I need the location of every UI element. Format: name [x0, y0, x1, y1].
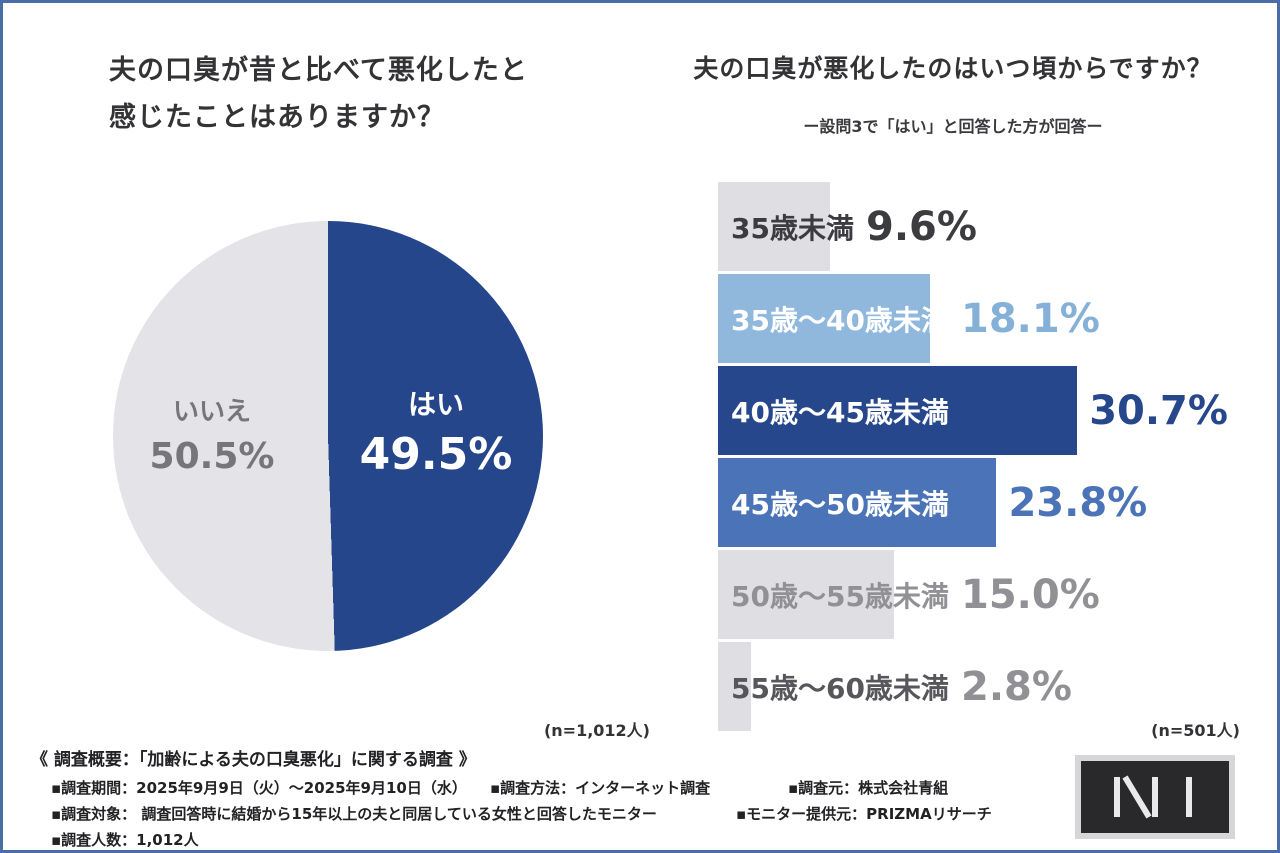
- survey-overview-heading: 《 調査概要：「加齢による夫の口臭悪化」に関する調査 》: [31, 750, 476, 770]
- bar-row: 35歳未満 9.6%: [718, 181, 1248, 273]
- company-logo: [1075, 755, 1235, 839]
- bar-value: 30.7%: [1089, 388, 1228, 434]
- bar-label: 50歳〜55歳未満: [731, 580, 949, 613]
- bar-label: 35歳未満: [731, 212, 854, 245]
- bar-row: 45歳〜50歳未満 23.8%: [718, 457, 1248, 549]
- bar-chart-title: 夫の口臭が悪化したのはいつ頃からですか？: [693, 54, 1213, 83]
- bar-value: 2.8%: [961, 664, 1072, 710]
- pie-slice-value: 49.5%: [359, 429, 513, 480]
- bar-value: 23.8%: [1008, 480, 1148, 526]
- pie-label-no: いいえ 50.5%: [127, 391, 297, 477]
- bar-chart-subtitle: ー設問3で「はい」と回答した方が回答ー: [803, 117, 1103, 136]
- pie-sample-size: (n=1,012人): [543, 721, 650, 740]
- company-logo-mark: [1081, 761, 1229, 833]
- bar: [718, 458, 997, 547]
- bar-sample-size: (n=501人): [1151, 721, 1240, 740]
- bar-chart: 35歳未満 9.6% 35歳〜40歳未満 18.1% 40歳〜45歳未満 30.…: [718, 181, 1248, 733]
- bar: [718, 182, 831, 271]
- bar-value: 18.1%: [961, 296, 1100, 342]
- pie-chart-title: 夫の口臭が昔と比べて悪化したと 感じたことはありますか？: [109, 47, 528, 141]
- bar-label: 45歳〜50歳未満: [731, 488, 949, 521]
- pie-slice-label: はい: [407, 388, 464, 421]
- survey-period: ▪調査期間：2025年9月9日（火）〜2025年9月10日（水）: [51, 779, 467, 797]
- pie-title-line-1: 夫の口臭が昔と比べて悪化したと: [109, 55, 528, 86]
- bar-row: 55歳〜60歳未満 2.8%: [718, 641, 1248, 733]
- bar-label: 35歳〜40歳未満: [731, 304, 949, 337]
- bar-label: 40歳〜45歳未満: [731, 396, 949, 429]
- pie-chart: いいえ 50.5% はい 49.5%: [113, 221, 543, 651]
- survey-method: ▪調査方法：インターネット調査: [490, 779, 711, 797]
- logo-glyphs: [1114, 775, 1192, 819]
- bar: [718, 274, 930, 363]
- pie-title-line-2: 感じたことはありますか？: [109, 102, 445, 133]
- bar-value: 9.6%: [866, 204, 977, 250]
- pie-slice-value: 50.5%: [149, 436, 275, 477]
- bar-row: 40歳〜45歳未満 30.7%: [718, 365, 1248, 457]
- survey-target: ▪調査対象： 調査回答時に結婚から15年以上の夫と同居している女性と回答したモニ…: [51, 805, 657, 823]
- pie-label-yes: はい 49.5%: [351, 383, 521, 480]
- bar-row: 35歳〜40歳未満 18.1%: [718, 273, 1248, 365]
- bar: [718, 366, 1078, 455]
- bar: [718, 550, 894, 639]
- survey-source: ▪調査元：株式会社青組: [788, 779, 949, 797]
- bar: [718, 642, 751, 731]
- survey-respondents: ▪調査人数：1,012人: [51, 831, 199, 849]
- bar-label: 55歳〜60歳未満: [731, 672, 949, 705]
- survey-monitor-provider: ▪モニター提供元：PRIZMAリサーチ: [736, 805, 992, 823]
- bar-row: 50歳〜55歳未満 15.0%: [718, 549, 1248, 641]
- pie-slice-label: いいえ: [172, 397, 251, 427]
- bar-value: 15.0%: [961, 572, 1100, 618]
